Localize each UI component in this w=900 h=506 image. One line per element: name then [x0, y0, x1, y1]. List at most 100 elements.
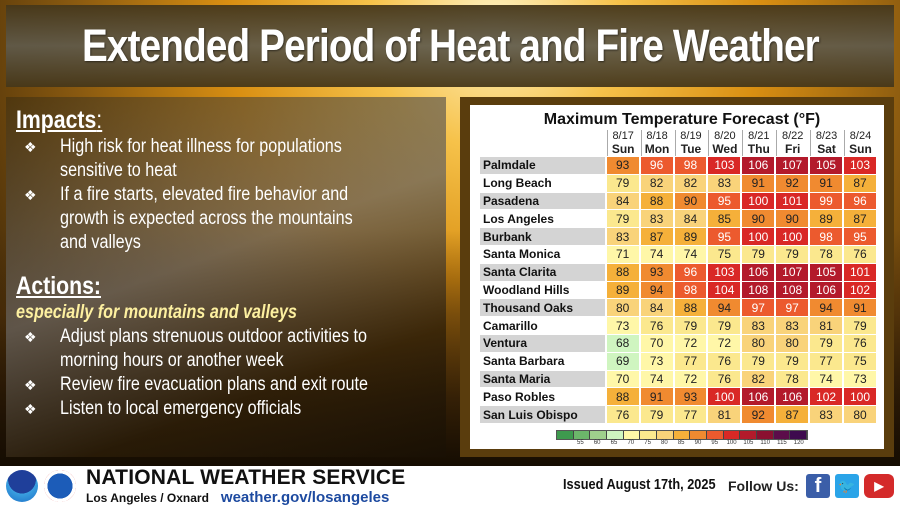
legend-tick: 120	[793, 439, 804, 446]
website-link[interactable]: weather.gov/losangeles	[220, 488, 390, 506]
legend-tick: 60	[593, 439, 601, 446]
bullet-icon: ❖	[24, 139, 37, 155]
table-row: San Luis Obispo 76 79 77 81 92 87 83 80	[480, 406, 876, 423]
temperature-cell: 70	[640, 334, 673, 352]
twitter-icon[interactable]: 🐦	[835, 474, 859, 498]
list-item: ❖ High risk for heat illness for populati…	[16, 135, 438, 183]
color-legend: 55 60 65 70 75 80 85 90 95 100 105 110 115 120	[556, 429, 878, 456]
temperature-cell: 106	[742, 388, 775, 406]
legend-swatch	[657, 430, 674, 439]
org-name: NATIONAL WEATHER SERVICE	[86, 465, 406, 489]
temperature-cell: 100	[844, 388, 876, 406]
temperature-cell: 89	[810, 210, 843, 228]
column-day: Sun	[849, 142, 872, 156]
temperature-cell: 93	[640, 263, 673, 281]
legend-tick: 70	[627, 439, 635, 446]
temperature-cell: 80	[844, 406, 876, 423]
temperature-cell: 88	[674, 299, 707, 317]
column-date: 8/21	[748, 130, 770, 142]
legend-tick: 100	[726, 439, 737, 446]
column-day: Mon	[644, 142, 670, 156]
city-name: Burbank	[480, 228, 605, 245]
temperature-cell: 74	[810, 370, 843, 388]
temperature-cell: 96	[844, 192, 876, 210]
temperature-cell: 83	[810, 406, 843, 423]
noaa-logo-icon	[6, 470, 38, 502]
temperature-cell: 95	[844, 228, 876, 245]
temperature-cell: 83	[742, 317, 775, 334]
legend-tick: 85	[677, 439, 685, 446]
legend-tick: 90	[694, 439, 702, 446]
page-title: Extended Period of Heat and Fire Weather	[81, 20, 820, 71]
temperature-cell: 78	[776, 370, 809, 388]
temperature-cell: 83	[606, 228, 639, 245]
temperature-cell: 92	[742, 406, 775, 423]
actions-subheading: especially for mountains and valleys	[16, 302, 297, 323]
temperature-cell: 103	[708, 263, 741, 281]
legend-swatch	[740, 430, 758, 439]
column-date: 8/20	[714, 130, 736, 142]
legend-swatch	[573, 430, 591, 439]
temperature-cell: 74	[674, 245, 707, 263]
temperature-cell: 88	[640, 192, 673, 210]
temperature-cell: 104	[708, 281, 741, 299]
city-name: Woodland Hills	[480, 281, 605, 299]
temperature-cell: 91	[844, 299, 876, 317]
legend-tick: 110	[760, 439, 770, 446]
legend-swatch	[557, 430, 574, 439]
column-header: 8/20 Wed	[708, 130, 740, 156]
table-row: Santa Clarita 88 93 96 103 106 107 105 101	[480, 263, 876, 281]
legend-tick: 105	[743, 439, 754, 446]
impacts-heading: Impacts:	[16, 106, 103, 134]
city-name: Santa Monica	[480, 245, 605, 263]
temperature-cell: 91	[810, 174, 843, 192]
forecast-chart-frame: Maximum Temperature Forecast (°F) 8/17 Su…	[460, 97, 894, 457]
temperature-cell: 85	[708, 210, 741, 228]
temperature-cell: 74	[640, 370, 673, 388]
temperature-cell: 94	[708, 299, 741, 317]
temperature-cell: 108	[776, 281, 809, 299]
facebook-icon[interactable]: f	[806, 474, 830, 498]
temperature-cell: 87	[776, 406, 809, 423]
city-name: Camarillo	[480, 317, 605, 334]
legend-ticks: 55 60 65 70 75 80 85 90 95 100 105 110 115 120	[572, 440, 832, 446]
nws-logo-icon	[44, 470, 76, 502]
temperature-cell: 106	[776, 388, 809, 406]
temperature-cell: 90	[776, 210, 809, 228]
column-header: 8/19 Tue	[674, 130, 707, 156]
temperature-cell: 80	[742, 334, 775, 352]
temperature-cell: 84	[640, 299, 673, 317]
forecast-chart: Maximum Temperature Forecast (°F) 8/17 Su…	[470, 105, 884, 449]
youtube-icon[interactable]: ▶	[864, 474, 894, 498]
column-date: 8/23	[815, 130, 838, 142]
column-day: Sat	[817, 142, 836, 156]
list-item: ❖ Review fire evacuation plans and exit r…	[16, 373, 438, 397]
column-header: 8/17 Sun	[606, 130, 639, 156]
legend-tick: 80	[661, 439, 668, 446]
temperature-cell: 81	[810, 317, 843, 334]
temperature-cell: 100	[742, 228, 775, 245]
temperature-cell: 91	[742, 174, 775, 192]
temperature-cell: 95	[708, 228, 741, 245]
temperature-cell: 79	[742, 245, 775, 263]
temperature-cell: 105	[810, 157, 843, 174]
city-name: Thousand Oaks	[480, 299, 605, 317]
column-date: 8/18	[646, 130, 668, 142]
table-row: Burbank 83 87 89 95 100 100 98 95	[480, 228, 876, 245]
temperature-cell: 100	[776, 228, 809, 245]
temperature-cell: 83	[640, 210, 673, 228]
temperature-cell: 77	[674, 352, 707, 370]
temperature-cell: 90	[742, 210, 775, 228]
temperature-cell: 94	[810, 299, 843, 317]
column-day: Fri	[785, 142, 801, 156]
legend-swatch	[790, 430, 808, 439]
city-name: Pasadena	[480, 192, 605, 210]
temperature-cell: 97	[742, 299, 775, 317]
table-row: Woodland Hills 89 94 98 104 108 108 106 102	[480, 281, 876, 299]
temperature-cell: 97	[776, 299, 809, 317]
column-header: 8/21 Thu	[742, 130, 774, 156]
legend-tick: 95	[711, 439, 719, 446]
actions-list: ❖ Adjust plans strenuous outdoor activiti…	[16, 325, 438, 421]
temperature-cell: 88	[606, 388, 639, 406]
temperature-cell: 87	[844, 210, 876, 228]
